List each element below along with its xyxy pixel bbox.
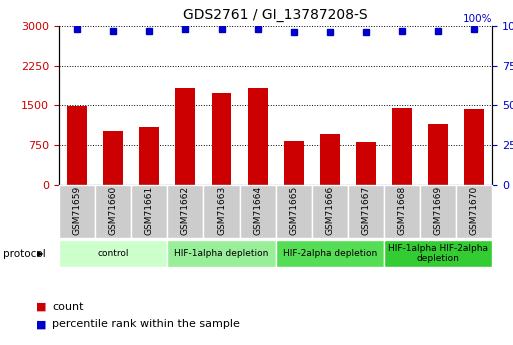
Title: GDS2761 / GI_13787208-S: GDS2761 / GI_13787208-S	[184, 8, 368, 22]
Bar	[312, 185, 348, 238]
Bar	[67, 106, 87, 185]
Bar	[275, 240, 384, 267]
Text: HIF-1alpha HIF-2alpha
depletion: HIF-1alpha HIF-2alpha depletion	[388, 244, 488, 263]
Text: 100%: 100%	[463, 14, 492, 24]
Text: GSM71661: GSM71661	[145, 186, 154, 235]
Bar	[95, 185, 131, 238]
Bar	[275, 185, 312, 238]
Text: control: control	[97, 249, 129, 258]
Text: HIF-2alpha depletion: HIF-2alpha depletion	[283, 249, 377, 258]
Text: protocol: protocol	[3, 249, 45, 258]
Text: GSM71662: GSM71662	[181, 186, 190, 235]
Bar	[240, 185, 275, 238]
Bar	[384, 240, 492, 267]
Bar	[248, 88, 268, 185]
Bar	[384, 185, 420, 238]
Bar	[140, 127, 159, 185]
Bar	[457, 185, 492, 238]
Text: ■: ■	[36, 319, 46, 329]
Bar	[103, 131, 123, 185]
Bar	[167, 185, 204, 238]
Bar	[204, 185, 240, 238]
Text: count: count	[52, 302, 84, 312]
Bar	[167, 240, 275, 267]
Text: GSM71668: GSM71668	[398, 186, 407, 235]
Bar	[420, 185, 457, 238]
Text: GSM71670: GSM71670	[470, 186, 479, 235]
Bar	[131, 185, 167, 238]
Bar	[356, 142, 376, 185]
Text: GSM71663: GSM71663	[217, 186, 226, 235]
Text: GSM71659: GSM71659	[72, 186, 82, 235]
Text: GSM71664: GSM71664	[253, 186, 262, 235]
Bar	[320, 134, 340, 185]
Text: GSM71669: GSM71669	[434, 186, 443, 235]
Text: GSM71666: GSM71666	[325, 186, 334, 235]
Bar	[59, 185, 95, 238]
Text: ■: ■	[36, 302, 46, 312]
Bar	[348, 185, 384, 238]
Bar	[212, 93, 231, 185]
Bar	[175, 88, 195, 185]
Text: GSM71667: GSM71667	[362, 186, 370, 235]
Bar	[59, 240, 167, 267]
Text: percentile rank within the sample: percentile rank within the sample	[52, 319, 240, 329]
Text: ▶: ▶	[37, 249, 44, 258]
Text: GSM71660: GSM71660	[109, 186, 117, 235]
Bar	[428, 124, 448, 185]
Text: HIF-1alpha depletion: HIF-1alpha depletion	[174, 249, 269, 258]
Bar	[464, 109, 484, 185]
Bar	[284, 141, 304, 185]
Text: GSM71665: GSM71665	[289, 186, 298, 235]
Bar	[392, 108, 412, 185]
